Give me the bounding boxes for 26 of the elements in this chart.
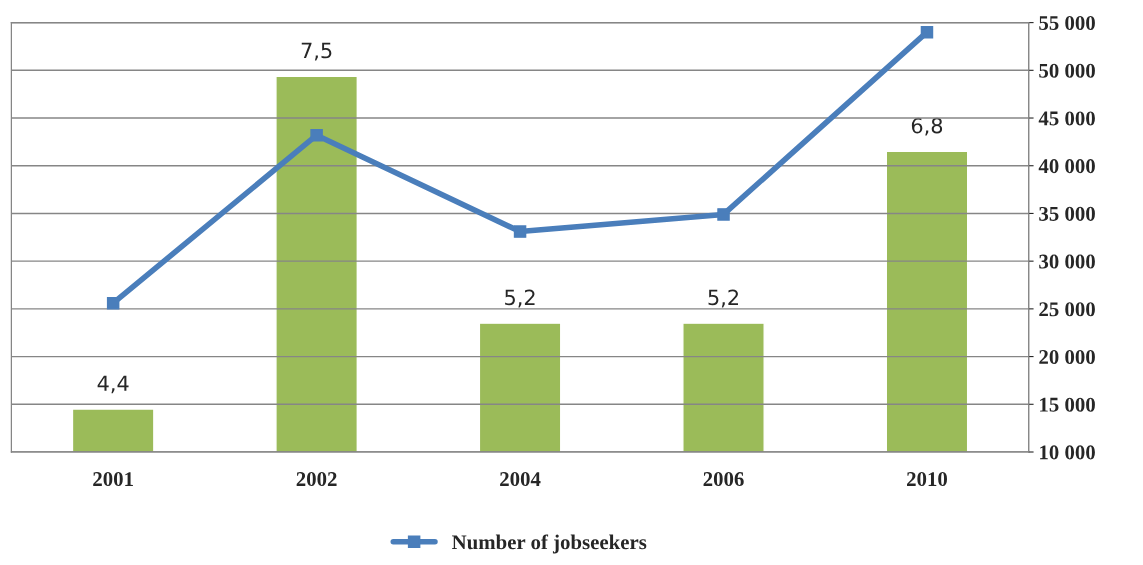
- y2-tick-label: 45 000: [1038, 111, 1095, 126]
- x-tick-label: 2002: [296, 472, 337, 487]
- y2-tick-label: 55 000: [1039, 15, 1095, 31]
- x-tick-label: 2006: [703, 472, 744, 487]
- y2-tick-label: 25 000: [1039, 302, 1095, 317]
- point: [310, 128, 323, 142]
- x-tick-label: 2001: [93, 472, 133, 487]
- x-tick-label: 2004: [500, 472, 541, 487]
- data-label: 5,2: [505, 289, 535, 308]
- y2-tick-label: 15 000: [1040, 397, 1095, 412]
- legend-label: Number of jobseekers: [452, 534, 647, 554]
- y2-tick-label: 35 000: [1039, 206, 1095, 221]
- x-tick-label: 2010: [907, 472, 948, 487]
- data-label: 4,4: [97, 375, 129, 394]
- point: [106, 296, 120, 310]
- y2-tick-label: 30 000: [1039, 254, 1095, 269]
- y2-tick-label: 40 000: [1038, 159, 1095, 174]
- point: [717, 208, 730, 221]
- data-label: 7,5: [301, 42, 332, 61]
- data-label: 6,8: [911, 117, 943, 136]
- y2-tick-label: 10 000: [1040, 445, 1095, 460]
- y2-tick-label: 50 000: [1039, 63, 1095, 78]
- point: [920, 25, 934, 39]
- y2-tick-label: 20 000: [1039, 349, 1095, 365]
- data-label: 5,2: [708, 289, 738, 308]
- point: [513, 225, 527, 238]
